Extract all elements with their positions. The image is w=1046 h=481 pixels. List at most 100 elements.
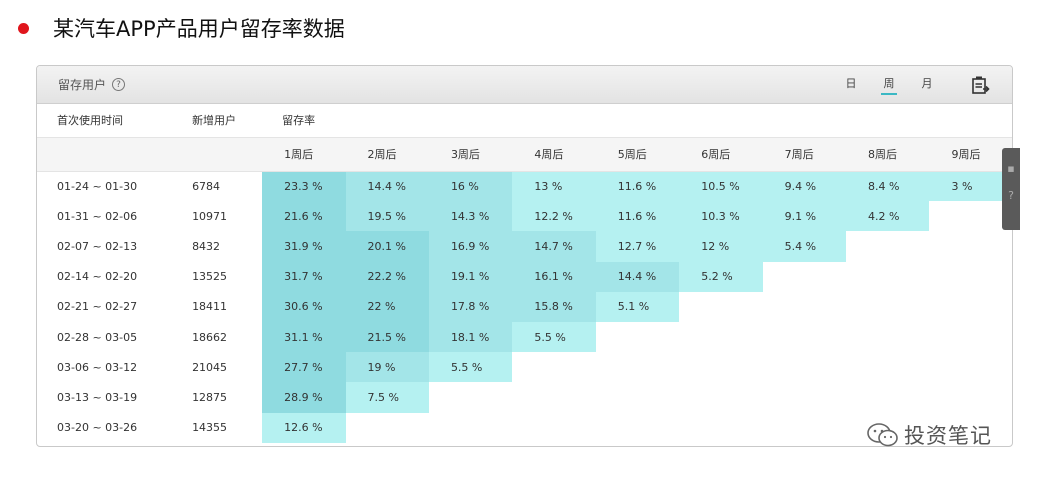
header-new-users: 新增用户 bbox=[172, 104, 263, 138]
week-header-cell: 4周后 bbox=[512, 137, 596, 172]
period-cell: 01-31 ~ 02-06 bbox=[57, 209, 138, 223]
new-users-cell: 10971 bbox=[192, 209, 228, 223]
export-icon[interactable] bbox=[970, 75, 990, 95]
title-row: 某汽车APP产品用户留存率数据 bbox=[18, 14, 345, 42]
tab-month[interactable]: 月 bbox=[921, 77, 933, 90]
week-header-row: 1周后 2周后 3周后 4周后 5周后 6周后 7周后 8周后 9周后 bbox=[37, 137, 1012, 172]
retention-table: 首次使用时间 新增用户 留存率 1周后 2周后 3周后 4周后 5周后 6周后 7周后 8周后… bbox=[37, 104, 1012, 443]
retention-cell: 5.5 % bbox=[428, 352, 513, 383]
week-header-spacer bbox=[37, 137, 173, 172]
retention-cell: 5.4 % bbox=[762, 231, 847, 262]
retention-cell: 21.6 % bbox=[262, 201, 346, 232]
empty-cell bbox=[679, 413, 762, 443]
period-cell: 02-21 ~ 02-27 bbox=[57, 300, 138, 314]
retention-cell: 14.4 % bbox=[345, 171, 429, 202]
empty-cell bbox=[512, 352, 595, 382]
empty-cell bbox=[929, 292, 1012, 322]
empty-cell bbox=[763, 382, 846, 412]
table-row: 03-13 ~ 03-19 12875 28.9 % 7.5 % bbox=[37, 382, 1012, 413]
empty-cell bbox=[679, 382, 762, 412]
week-header-cell: 2周后 bbox=[345, 137, 429, 172]
empty-cell bbox=[679, 352, 762, 382]
week-header-cell: 9周后 bbox=[929, 137, 1012, 172]
empty-cell bbox=[679, 322, 762, 352]
retention-cell: 4.2 % bbox=[846, 201, 930, 232]
empty-cell bbox=[929, 231, 1012, 261]
period-cell: 01-24 ~ 01-30 bbox=[57, 179, 138, 193]
retention-cell: 14.4 % bbox=[595, 261, 680, 292]
retention-cell: 10.3 % bbox=[679, 201, 763, 232]
retention-cell: 5.2 % bbox=[679, 261, 763, 292]
empty-cell bbox=[763, 292, 846, 322]
empty-cell bbox=[596, 322, 679, 352]
empty-cell bbox=[763, 262, 846, 292]
tab-week[interactable]: 周 bbox=[881, 75, 897, 95]
retention-cell: 15.8 % bbox=[512, 291, 596, 322]
retention-cell: 3 % bbox=[929, 171, 1012, 202]
retention-cell: 12.2 % bbox=[512, 201, 596, 232]
retention-cell: 7.5 % bbox=[345, 382, 429, 413]
table-row: 02-28 ~ 03-05 18662 31.1 % 21.5 % 18.1 % 5.5 … bbox=[37, 321, 1012, 353]
retention-cell: 16.1 % bbox=[512, 261, 596, 292]
period-cell: 02-14 ~ 02-20 bbox=[57, 270, 138, 284]
retention-cell: 31.7 % bbox=[262, 261, 346, 292]
retention-cell: 8.4 % bbox=[846, 171, 930, 202]
period-tabs: 日 周 月 bbox=[832, 66, 946, 104]
retention-cell: 16 % bbox=[428, 171, 513, 202]
new-users-cell: 21045 bbox=[192, 360, 228, 374]
period-cell: 03-06 ~ 03-12 bbox=[57, 360, 138, 374]
retention-cell: 22.2 % bbox=[345, 261, 429, 292]
table-row: 02-07 ~ 02-13 8432 31.9 % 20.1 % 16.9 % 14.7 … bbox=[37, 231, 1012, 262]
period-cell: 02-07 ~ 02-13 bbox=[57, 239, 138, 253]
new-users-cell: 14355 bbox=[192, 421, 228, 435]
week-header-spacer bbox=[172, 137, 263, 172]
week-header-cell: 7周后 bbox=[762, 137, 847, 172]
empty-cell bbox=[596, 382, 679, 412]
panel-header: 留存用户 ? 日 周 月 bbox=[37, 66, 1012, 104]
empty-cell bbox=[763, 352, 846, 382]
retention-cell: 21.5 % bbox=[345, 321, 429, 353]
retention-cell: 12 % bbox=[679, 231, 763, 262]
empty-cell bbox=[929, 382, 1012, 412]
period-cell: 03-20 ~ 03-26 bbox=[57, 421, 138, 435]
retention-cell: 19.5 % bbox=[345, 201, 429, 232]
table-row: 02-21 ~ 02-27 18411 30.6 % 22 % 17.8 % 15.8 %… bbox=[37, 291, 1012, 322]
new-users-cell: 6784 bbox=[192, 179, 221, 193]
retention-cell: 31.1 % bbox=[262, 321, 346, 353]
help-icon[interactable]: ? bbox=[112, 78, 126, 91]
empty-cell bbox=[763, 413, 846, 443]
tab-day[interactable]: 日 bbox=[845, 77, 857, 90]
empty-cell bbox=[929, 262, 1012, 292]
side-feedback-handle[interactable]: ▪ ? bbox=[1002, 148, 1020, 230]
empty-cell bbox=[596, 352, 679, 382]
new-users-cell: 18662 bbox=[192, 330, 228, 344]
page-title: 某汽车APP产品用户留存率数据 bbox=[53, 17, 345, 41]
empty-cell bbox=[846, 382, 929, 412]
empty-cell bbox=[929, 201, 1012, 231]
header-first-use: 首次使用时间 bbox=[37, 104, 173, 138]
week-header-cell: 5周后 bbox=[595, 137, 680, 172]
wechat-icon bbox=[867, 423, 898, 447]
empty-cell bbox=[846, 292, 929, 322]
retention-cell: 11.6 % bbox=[595, 171, 680, 202]
table-body: 01-24 ~ 01-30 6784 23.3 % 14.4 % 16 % 13 % 11.… bbox=[37, 171, 1012, 443]
retention-cell: 16.9 % bbox=[428, 231, 513, 262]
empty-cell bbox=[679, 292, 762, 322]
retention-cell: 18.1 % bbox=[428, 321, 513, 353]
empty-cell bbox=[846, 322, 929, 352]
retention-panel: 留存用户 ? 日 周 月 首次使用时间 新增用户 留存率 1周后 2周 bbox=[36, 65, 1013, 447]
empty-cell bbox=[596, 413, 679, 443]
panel-title: 留存用户 bbox=[58, 78, 107, 92]
table-header-row: 首次使用时间 新增用户 留存率 bbox=[37, 104, 1012, 138]
retention-cell: 19.1 % bbox=[428, 261, 513, 292]
retention-cell: 14.7 % bbox=[512, 231, 596, 262]
retention-cell: 9.4 % bbox=[762, 171, 847, 202]
empty-cell bbox=[346, 413, 429, 443]
header-retention: 留存率 bbox=[262, 104, 1012, 138]
empty-cell bbox=[929, 352, 1012, 382]
retention-cell: 11.6 % bbox=[595, 201, 680, 232]
table-row: 03-06 ~ 03-12 21045 27.7 % 19 % 5.5 % bbox=[37, 352, 1012, 383]
red-bullet-icon bbox=[18, 22, 29, 34]
question-icon: ? bbox=[1008, 189, 1014, 202]
new-users-cell: 12875 bbox=[192, 390, 228, 404]
